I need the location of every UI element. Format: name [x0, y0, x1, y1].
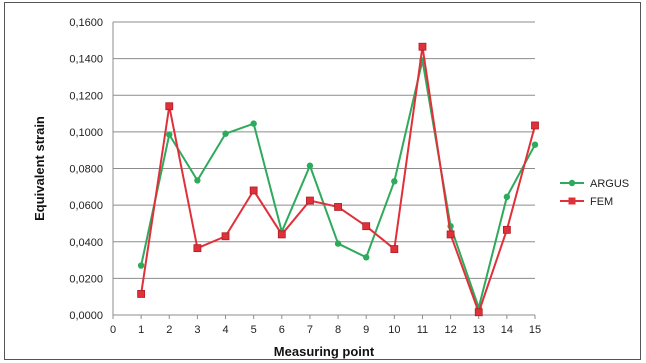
- data-point-fem: [249, 186, 258, 195]
- data-point-fem: [165, 102, 174, 111]
- x-tick-label: 5: [251, 324, 257, 336]
- x-tick-label: 7: [307, 324, 313, 336]
- y-tick-label: 0,0600: [69, 200, 103, 212]
- x-tick-label: 2: [166, 324, 172, 336]
- x-tick-label: 1: [138, 324, 144, 336]
- legend-label-fem: FEM: [590, 196, 613, 208]
- x-tick-label: 3: [194, 324, 200, 336]
- x-tick-label: 12: [444, 324, 456, 336]
- data-point-fem: [193, 244, 202, 253]
- data-point-argus: [363, 254, 370, 261]
- data-point-argus: [222, 130, 229, 137]
- data-point-fem: [221, 232, 230, 241]
- data-point-fem: [334, 203, 342, 211]
- gridlines: [113, 21, 535, 279]
- y-tick-label: 0,0400: [69, 237, 103, 249]
- legend: ARGUS FEM: [560, 178, 629, 208]
- legend-marker-argus: [568, 179, 576, 187]
- data-point-fem: [502, 225, 511, 234]
- axes: [112, 22, 536, 319]
- y-tick-label: 0,1000: [69, 127, 103, 139]
- x-tick-labels: 0 1 2 3 4 5 6 7 8 9 10 11 12 13 14 15: [110, 324, 541, 336]
- x-tick-label: 8: [335, 324, 341, 336]
- x-tick-label: 15: [529, 324, 541, 336]
- y-tick-label: 0,0200: [69, 273, 103, 285]
- data-point-argus: [531, 141, 539, 148]
- y-axis-title: Equivalent strain: [32, 116, 47, 221]
- x-tick-label: 9: [363, 324, 369, 336]
- data-point-fem: [531, 121, 539, 130]
- data-point-fem: [277, 230, 286, 239]
- y-tick-label: 0,0800: [69, 164, 103, 176]
- data-point-argus: [391, 178, 398, 185]
- data-point-fem: [418, 42, 427, 51]
- data-point-argus: [166, 131, 173, 138]
- data-point-fem: [362, 222, 371, 231]
- data-point-argus: [250, 120, 257, 127]
- y-tick-label: 0,1600: [69, 17, 103, 29]
- series-line-argus: [140, 59, 536, 309]
- series-lines: [137, 42, 539, 317]
- data-point-fem: [137, 290, 146, 298]
- data-point-fem: [390, 245, 399, 253]
- y-tick-label: 0,1200: [69, 90, 103, 102]
- y-tick-label: 0,0000: [69, 310, 103, 322]
- x-tick-label: 13: [473, 324, 485, 336]
- chart-frame: [4, 2, 641, 360]
- x-axis-title: Measuring point: [274, 344, 375, 359]
- x-tick-label: 0: [110, 324, 116, 336]
- y-tick-label: 0,1400: [69, 54, 103, 66]
- data-point-argus: [194, 177, 201, 184]
- data-point-fem: [474, 308, 483, 317]
- data-point-argus: [306, 162, 314, 169]
- data-point-argus: [137, 262, 145, 269]
- x-tick-label: 10: [388, 324, 400, 336]
- x-tick-label: 14: [501, 324, 513, 336]
- legend-label-argus: ARGUS: [590, 178, 629, 190]
- data-point-fem: [446, 230, 455, 239]
- data-point-argus: [503, 193, 511, 201]
- x-tick-label: 11: [417, 324, 428, 336]
- y-tick-labels: 0,0000 0,0200 0,0400 0,0600 0,0800 0,1000 0,12…: [69, 17, 103, 322]
- legend-marker-fem: [568, 197, 576, 205]
- x-tick-label: 4: [222, 324, 228, 336]
- data-point-argus: [334, 240, 342, 247]
- x-tick-label: 6: [279, 324, 285, 336]
- data-point-fem: [306, 196, 314, 205]
